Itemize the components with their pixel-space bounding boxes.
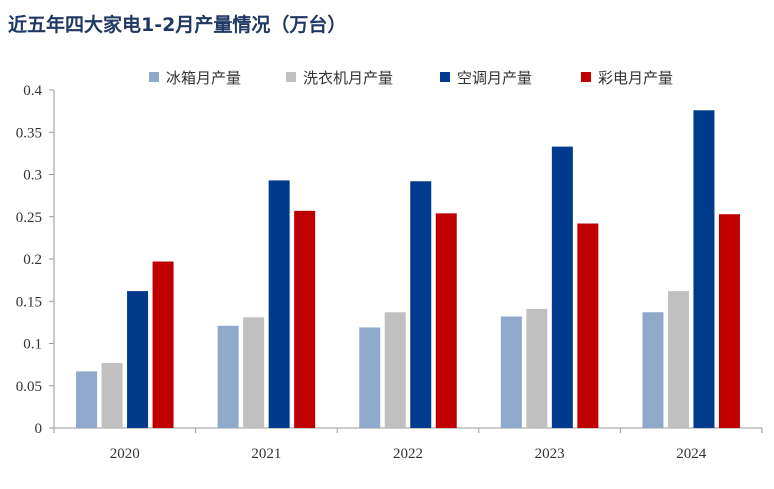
x-tick-label-2024: 2024 (676, 446, 707, 462)
y-tick-label-5: 0.25 (16, 210, 42, 226)
x-tick-label-2021: 2021 (251, 446, 281, 462)
bar-2022-series-2 (410, 181, 432, 428)
bar-2022-series-1 (384, 312, 406, 428)
bar-2021-series-1 (243, 317, 265, 428)
bar-2021-series-2 (268, 180, 290, 428)
bar-2022-series-3 (435, 213, 457, 428)
bar-2024-series-1 (667, 291, 689, 428)
bar-2023-series-3 (577, 223, 599, 428)
y-axis: 0 0.05 0.1 0.15 0.2 0.25 0.3 0.35 0.4 (16, 83, 55, 437)
legend-label-1: 洗衣机月产量 (303, 69, 393, 87)
bar-2020-series-0 (76, 371, 98, 428)
bar-2020-series-3 (152, 261, 174, 428)
legend-swatch-2 (440, 72, 450, 82)
x-tick-label-2022: 2022 (393, 446, 423, 462)
y-tick-label-1: 0.05 (16, 379, 42, 395)
bar-2024-series-2 (693, 110, 715, 428)
bar-2021-series-0 (217, 325, 239, 428)
legend-swatch-3 (581, 72, 591, 82)
legend-label-0: 冰箱月产量 (166, 69, 241, 87)
legend: 冰箱月产量 洗衣机月产量 空调月产量 彩电月产量 (149, 69, 673, 87)
legend-label-2: 空调月产量 (457, 69, 532, 87)
bars (76, 110, 740, 429)
bar-2024-series-3 (718, 214, 740, 428)
bar-2024-series-0 (642, 312, 664, 428)
bar-2020-series-2 (127, 291, 149, 428)
bar-2023-series-1 (526, 308, 548, 428)
bar-2022-series-0 (359, 327, 381, 428)
x-tick-label-2023: 2023 (535, 446, 565, 462)
legend-swatch-1 (286, 72, 296, 82)
y-tick-label-0: 0 (35, 421, 43, 437)
y-tick-label-4: 0.2 (23, 252, 42, 268)
x-tick-label-2020: 2020 (110, 446, 140, 462)
y-tick-label-8: 0.4 (23, 83, 42, 99)
legend-swatch-0 (149, 72, 159, 82)
y-tick-label-7: 0.35 (16, 125, 42, 141)
x-axis: 2020 2021 2022 2023 2024 (53, 427, 763, 462)
y-tick-label-2: 0.1 (23, 337, 42, 353)
legend-label-3: 彩电月产量 (598, 69, 673, 87)
bar-2020-series-1 (101, 362, 123, 428)
bar-2023-series-2 (551, 146, 573, 429)
bar-2021-series-3 (294, 210, 316, 428)
chart-title: 近五年四大家电1-2月产量情况（万台） (8, 14, 347, 36)
bar-2023-series-0 (500, 316, 522, 428)
y-tick-label-6: 0.3 (23, 168, 42, 184)
y-tick-label-3: 0.15 (16, 294, 42, 310)
